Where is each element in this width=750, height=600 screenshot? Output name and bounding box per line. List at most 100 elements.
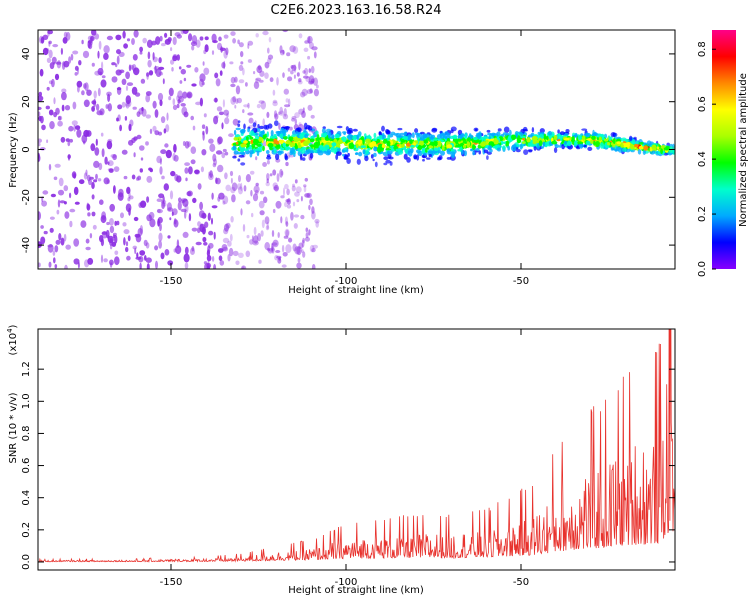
spectrogram-noise-blob-652 [103,52,109,61]
spectrogram-noise-blob-590 [182,141,186,146]
spectrogram-signal-blob-1337 [273,147,277,154]
snr-y-tick-label: 0.4 [21,490,32,506]
spectrogram-noise-blob-549 [286,204,292,209]
spectrogram-noise-blob-143 [235,260,240,266]
spectrogram-noise-blob-480 [266,159,270,165]
spectrogram-signal-blob-1272 [335,142,339,147]
spectrogram-noise-blob-838 [131,86,138,95]
spectrogram-noise-blob-558 [223,34,229,39]
spectrogram-noise-blob-801 [154,130,160,136]
spectrogram-noise-blob-716 [267,247,270,252]
spectrogram-noise-blob-162 [272,169,277,176]
spectrogram-x-tick-label: -150 [160,276,183,287]
spectrogram-noise-blob-400 [184,210,187,219]
spectrogram-noise-blob-14 [186,64,192,68]
spectrogram-noise-blob-68 [160,252,165,260]
spectrogram-noise-blob-670 [258,100,265,104]
spectrogram-noise-blob-645 [159,158,162,165]
spectrogram-noise-blob-875 [225,184,231,192]
spectrogram-noise-blob-267 [116,117,119,122]
spectrogram-noise-blob-171 [41,124,46,131]
spectrogram-noise-blob-62 [49,227,54,233]
spectrogram-noise-blob-772 [215,115,219,119]
spectrogram-signal-blob-656 [352,128,358,132]
spectrogram-signal-blob-810 [385,159,391,164]
spectrogram-noise-blob-128 [95,138,98,146]
spectrogram-noise-blob-142 [67,140,71,147]
spectrogram-noise-blob-629 [304,177,308,182]
snr-y-tick-label: 1.0 [21,393,32,409]
spectrogram-noise-blob-850 [126,186,131,194]
spectrogram-signal-blob-1309 [446,157,452,160]
spectrogram-noise-blob-268 [224,151,229,156]
spectrogram-signal-blob-1398 [382,143,385,147]
spectrogram-noise-blob-217 [179,80,183,84]
spectrogram-noise-blob-215 [115,34,122,41]
spectrogram-noise-blob-345 [283,235,289,239]
spectrogram-noise-blob-531 [50,193,57,198]
spectrogram-signal-blob-1498 [463,144,467,148]
spectrogram-noise-blob-156 [169,217,172,221]
spectrogram-noise-blob-804 [149,168,153,173]
spectrogram-signal-blob-712 [247,128,251,133]
spectrogram-noise-blob-719 [187,141,192,148]
spectrogram-noise-blob-255 [95,173,98,180]
spectrogram-noise-blob-594 [215,177,221,185]
spectrogram-noise-blob-648 [205,125,209,135]
spectrogram-noise-blob-112 [91,181,95,190]
spectrogram-noise-blob-406 [310,65,315,74]
spectrogram-signal-blob-1386 [590,139,594,144]
spectrogram-signal-blob-1213 [581,128,588,131]
spectrogram-signal-blob-1270 [266,154,271,158]
spectrogram-noise-blob-740 [297,257,301,263]
spectrogram-noise-blob-98 [143,239,148,247]
spectrogram-noise-blob-241 [219,70,223,76]
spectrogram-signal-blob-1443 [378,134,383,140]
spectrogram-noise-blob-466 [278,256,282,261]
spectrogram-signal-blob-1250 [323,150,327,154]
colorbar-ticks: 0.0 0.2 0.4 0.6 0.8 [697,41,716,277]
spectrogram-noise-blob-624 [107,93,111,102]
spectrogram-noise-blob-334 [46,57,52,63]
spectrogram-noise-blob-765 [89,233,93,239]
spectrogram-noise-blob-890 [86,202,90,210]
spectrogram-noise-blob-24 [202,61,205,66]
spectrogram-noise-blob-877 [202,213,207,219]
spectrogram-noise-blob-713 [42,47,49,56]
spectrogram-noise-blob-222 [170,170,176,177]
spectrogram-noise-blob-160 [292,201,296,207]
spectrogram-noise-blob-129 [272,239,279,248]
spectrogram-noise-blob-883 [154,65,157,74]
spectrogram-noise-blob-776 [64,264,68,269]
spectrogram-noise-blob-159 [242,224,246,232]
spectrogram-noise-blob-552 [106,35,113,41]
spectrogram-noise-blob-856 [178,197,182,203]
spectrogram-signal-blob-530 [243,123,246,130]
spectrogram-noise-blob-225 [116,49,121,55]
spectrogram-noise-blob-306 [81,90,85,96]
spectrogram-noise-blob-457 [309,244,315,253]
spectrogram-signal-blob-1246 [343,147,347,151]
spectrogram-noise-blob-658 [289,45,296,53]
spectrogram-signal-blob-1430 [396,137,401,141]
spectrogram-noise-blob-789 [103,258,108,263]
spectrogram-noise-blob-191 [224,117,230,125]
spectrogram-noise-blob-679 [126,82,134,86]
spectrogram-noise-blob-738 [47,244,53,248]
spectrogram-noise-blob-854 [109,218,114,226]
spectrogram-noise-blob-15 [190,159,196,165]
spectrogram-signal-blob-1425 [660,148,663,155]
spectrogram-noise-blob-615 [314,218,320,224]
spectrogram-signal-blob-1480 [437,140,442,148]
spectrogram-signal-blob-1368 [563,138,570,141]
colorbar-tick-label: 0.8 [697,41,708,57]
spectrogram-signal-blob-1476 [638,142,644,145]
spectrogram-noise-blob-363 [264,216,270,225]
spectrogram-signal-blob-1265 [247,143,250,148]
spectrogram-noise-blob-764 [74,72,78,76]
spectrogram-noise-blob-277 [172,98,176,106]
spectrogram-noise-blob-666 [304,193,310,198]
spectrogram-noise-blob-745 [158,66,165,70]
spectrogram-noise-blob-657 [48,163,52,171]
spectrogram-noise-blob-211 [75,125,81,130]
